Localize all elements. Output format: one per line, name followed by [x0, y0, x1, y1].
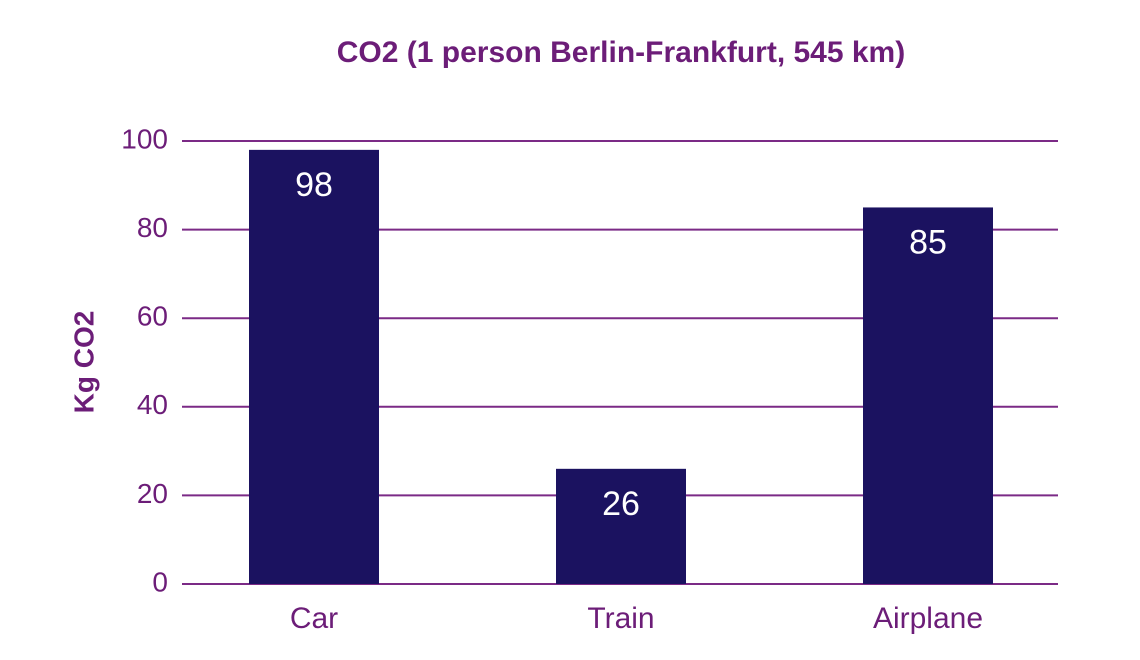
x-tick-label-airplane: Airplane [873, 602, 983, 635]
y-tick-label: 40 [137, 389, 168, 420]
y-tick-label: 20 [137, 478, 168, 509]
y-axis-label: Kg CO2 [68, 311, 99, 414]
x-tick-label-car: Car [290, 602, 338, 635]
y-axis-ticks: 0 20 40 60 80 100 [121, 123, 168, 597]
data-label-airplane: 85 [909, 223, 947, 261]
x-tick-label-train: Train [587, 602, 654, 635]
data-label-car: 98 [295, 166, 333, 204]
y-tick-label: 0 [152, 566, 168, 597]
x-axis-ticks: Car Train Airplane [290, 602, 983, 635]
data-labels: 98 26 85 [295, 166, 947, 523]
bars [249, 149, 993, 585]
y-tick-label: 80 [137, 212, 168, 243]
bar-car [249, 149, 379, 585]
bar-train [556, 468, 686, 584]
chart-title: CO2 (1 person Berlin-Frankfurt, 545 km) [337, 36, 905, 69]
y-tick-label: 60 [137, 301, 168, 332]
data-label-train: 26 [602, 485, 640, 523]
bar-airplane [863, 207, 993, 584]
y-tick-label: 100 [121, 123, 168, 154]
